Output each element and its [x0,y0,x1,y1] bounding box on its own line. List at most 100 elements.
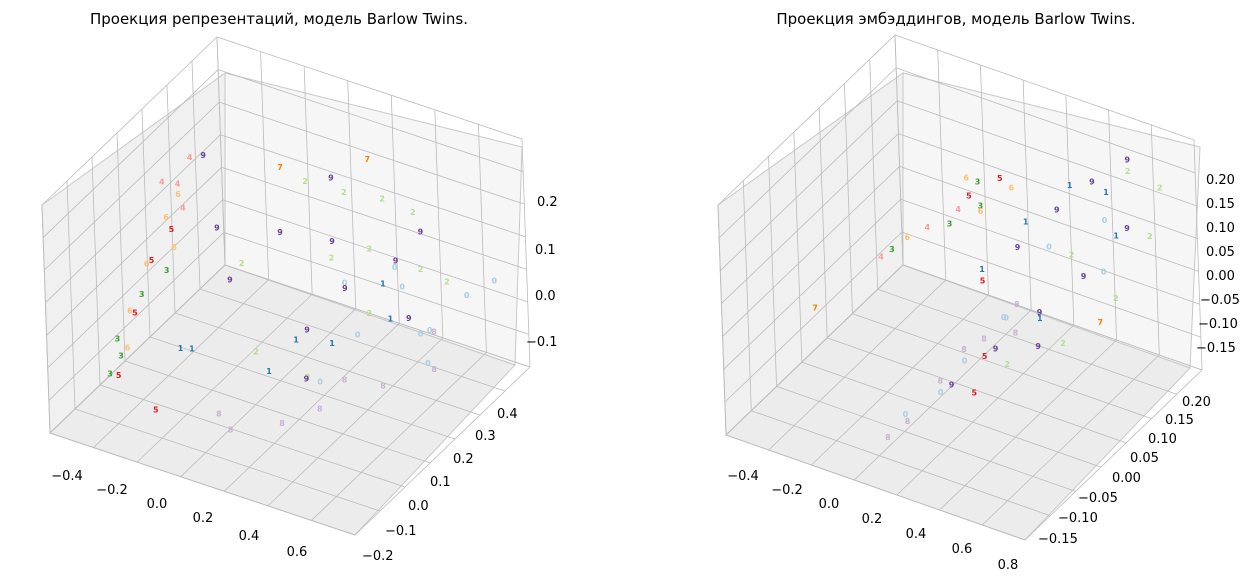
right-y-tick: 0.15 [1165,413,1194,428]
data-point-8: 8 [317,405,323,414]
right-y-tick: −0.10 [1058,511,1098,526]
data-point-9: 9 [1015,243,1021,252]
gridline [1108,109,1117,341]
right-z-tick: −0.10 [1198,317,1238,332]
data-point-6: 6 [1009,184,1015,193]
gridline [224,322,400,492]
gridline [66,180,76,410]
data-point-6: 6 [144,260,150,269]
left-x-tick: 0.0 [147,497,168,512]
right-gridlines [717,34,1203,541]
gridline [149,336,456,440]
gridline [1150,124,1160,356]
gridline [902,264,1203,371]
gridline [776,386,1076,492]
data-point-5: 5 [982,352,988,361]
data-point-1: 1 [329,339,335,348]
gridline [894,34,904,266]
data-point-8: 8 [431,365,437,374]
data-point-9: 9 [328,174,334,183]
left-x-tick: −0.2 [96,483,128,498]
data-point-9: 9 [214,224,220,233]
left-points: 0000000000111111122222222222233333444455… [107,151,497,434]
gridline [939,339,1117,511]
gridline [1065,94,1075,326]
data-point-1: 1 [293,336,299,345]
data-point-0: 0 [1046,243,1052,252]
data-point-7: 7 [1098,318,1104,327]
gridline [223,232,529,335]
data-point-6: 6 [978,207,984,216]
left-z-tick: −0.1 [526,335,558,350]
gridline [99,384,406,488]
gridline [199,288,506,392]
gridline [219,101,525,205]
data-point-0: 0 [317,377,323,386]
gridline [793,132,803,363]
gridline [46,166,222,336]
data-point-4: 4 [878,252,884,261]
gridline [768,279,946,451]
data-point-9: 9 [1035,342,1041,351]
data-point-2: 2 [239,259,245,268]
data-point-9: 9 [277,228,283,237]
data-point-3: 3 [118,351,124,360]
gridline [221,166,527,270]
data-point-9: 9 [1037,308,1043,317]
left-x-tick: 0.6 [287,545,308,560]
gridline [124,360,431,464]
data-point-1: 1 [380,280,386,289]
gridline [724,231,903,403]
data-point-2: 2 [367,244,373,253]
data-point-0: 0 [355,331,361,340]
gridline [141,108,151,338]
data-point-3: 3 [107,370,113,379]
data-point-4: 4 [955,205,961,214]
data-point-3: 3 [947,219,953,228]
gridline [725,264,904,436]
gridline [220,134,526,238]
data-point-3: 3 [139,290,145,299]
gridline [896,67,1196,174]
data-point-2: 2 [1147,232,1153,241]
data-point-0: 0 [1001,313,1007,322]
data-point-3: 3 [164,266,170,275]
left-z-tick: 0.1 [535,243,556,258]
data-point-9: 9 [304,325,310,334]
data-point-0: 0 [425,359,431,368]
gridline [827,337,1127,444]
gridline [218,69,524,172]
data-point-0: 0 [1102,216,1108,225]
right-y-tick: −0.15 [1038,532,1078,547]
gridline [844,83,853,314]
data-point-0: 0 [903,410,909,419]
data-point-9: 9 [949,381,955,390]
gridline [354,366,531,536]
data-point-0: 0 [392,263,398,272]
data-point-8: 8 [431,327,437,336]
data-point-0: 0 [962,356,968,365]
data-point-2: 2 [1125,167,1131,176]
data-point-8: 8 [981,335,987,344]
gridline [93,279,269,448]
data-point-6: 6 [905,233,911,242]
gridline [166,84,176,314]
gridline [49,432,356,536]
left-y-tick: 0.4 [497,407,518,422]
gridline [901,231,1201,338]
gridline [720,100,898,272]
gridline [224,264,531,368]
data-point-8: 8 [279,419,285,428]
data-point-8: 8 [216,410,222,419]
gridline [1024,369,1203,541]
data-point-5: 5 [966,192,972,201]
gridline [898,133,1198,239]
data-point-2: 2 [302,177,308,186]
right-y-tick: 0.10 [1148,432,1177,447]
gridline [725,434,1026,541]
gridline [877,288,1177,395]
data-point-5: 5 [153,405,159,414]
data-point-5: 5 [149,256,155,265]
right-z-tick: −0.05 [1200,293,1240,308]
